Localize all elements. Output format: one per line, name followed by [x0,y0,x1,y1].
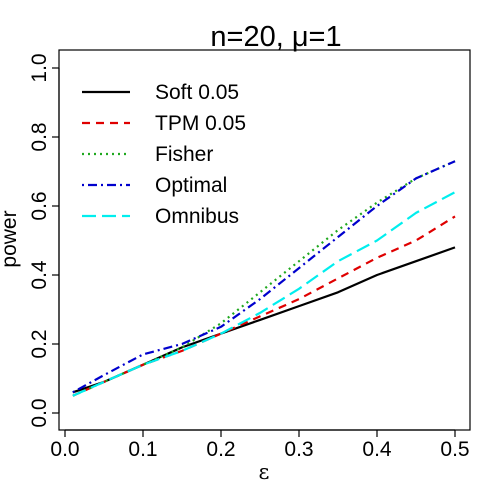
legend-label: Optimal [155,174,227,197]
series-line-optimal [72,160,456,394]
y-tick-label: 0.4 [28,260,51,290]
x-axis-label: ε [259,460,270,484]
y-tick-label: 0.2 [28,329,51,358]
y-tick-label: 0.0 [28,398,51,427]
legend-label: Fisher [155,143,213,166]
plot-box [58,49,471,431]
x-tick-label: 0.4 [362,438,392,461]
x-axis: 0.0 0.1 0.2 0.3 0.4 0.5 [50,429,470,461]
y-axis: 0.0 0.2 0.4 0.6 0.8 1.0 [28,53,60,428]
x-tick-label: 0.0 [50,438,79,461]
x-tick-label: 0.3 [284,438,313,461]
series-line-omnibus [72,191,456,397]
legend: Soft 0.05 TPM 0.05 Fisher Optimal Omnibus [82,81,246,228]
legend-label: Soft 0.05 [155,81,239,104]
chart-title: n=20, μ=1 [210,21,341,53]
y-tick-label: 0.6 [28,191,51,220]
series-layer [72,160,456,397]
legend-label: TPM 0.05 [155,112,246,135]
x-tick-label: 0.5 [440,438,469,461]
y-tick-label: 1.0 [28,53,51,82]
legend-label: Omnibus [155,205,239,228]
y-tick-label: 0.8 [28,122,51,151]
y-axis-label: power [0,210,21,267]
series-line-tpm-0-05 [72,215,456,397]
x-tick-label: 0.1 [128,438,157,461]
x-tick-label: 0.2 [206,438,235,461]
